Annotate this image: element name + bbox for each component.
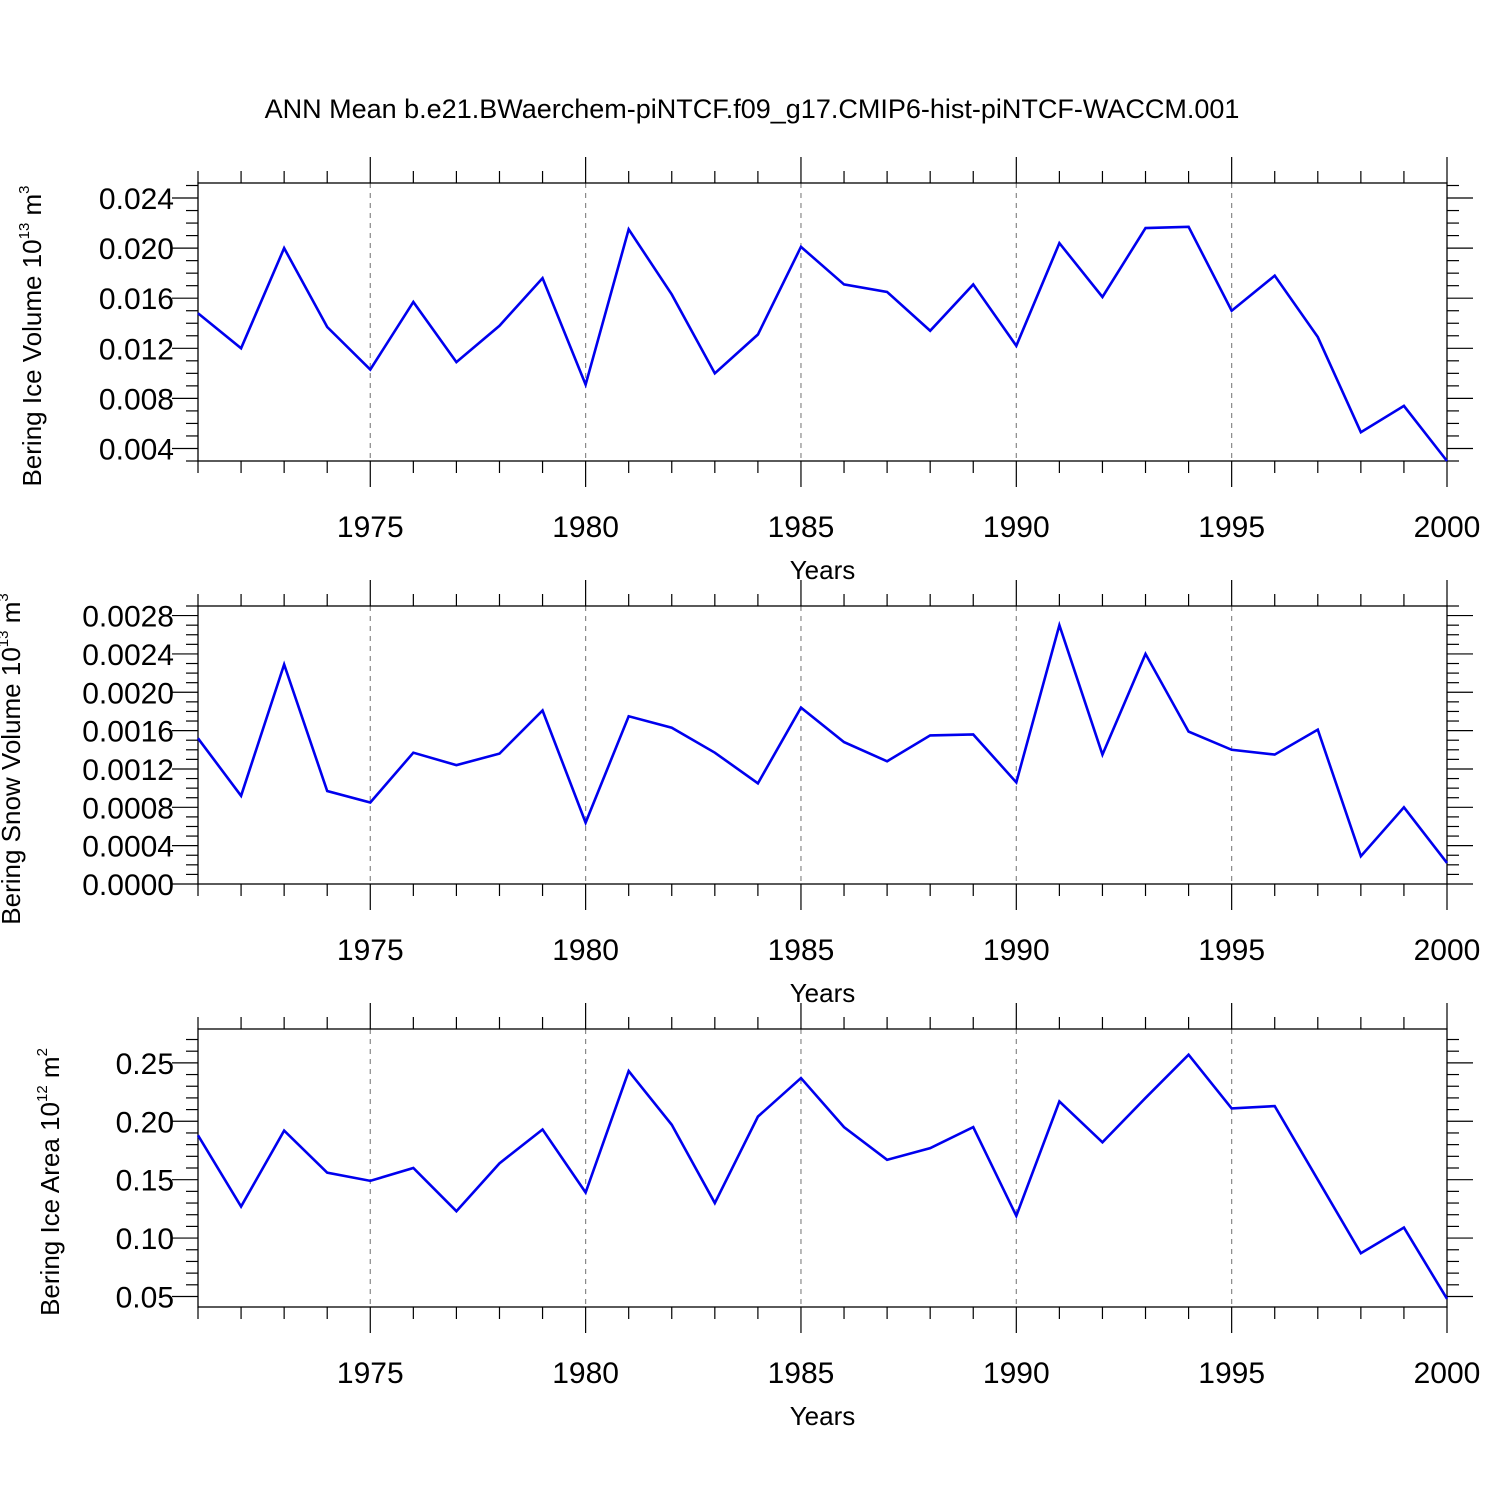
panel-3-x-tick-label: 1975	[337, 1357, 404, 1390]
panel-2-y-axis-label: Bering Snow Volume 1013 m3	[0, 593, 26, 924]
y-axis-label-text: m	[17, 194, 47, 223]
panel-1-x-tick-label: 1975	[337, 511, 404, 544]
y-axis-label-superscript: 3	[0, 593, 12, 601]
panel-2-x-tick-label: 1980	[552, 934, 619, 967]
panel-3: 1975 1980 1985 1990 1995 2000 0.05 0.10 0.15 0.20…	[34, 1003, 1480, 1431]
y-axis-label-superscript: 3	[16, 185, 33, 193]
panel-3-y-axis-label: Bering Ice Area 1012 m2	[34, 1048, 65, 1316]
panel-1-x-tick-label: 2000	[1414, 511, 1481, 544]
y-axis-label-text: m	[35, 1056, 65, 1085]
panel-1-y-axis-label: Bering Ice Volume 1013 m3	[16, 185, 47, 486]
y-axis-label-text: Bering Snow Volume 10	[0, 647, 26, 925]
panels: 1975 1980 1985 1990 1995 2000 0.004 0.008 0.012 0…	[0, 157, 1480, 1431]
y-axis-label-superscript: 13	[16, 223, 33, 240]
panel-3-y-tick-label: 0.15	[116, 1165, 174, 1198]
panel-1-y-tick-label: 0.012	[99, 333, 174, 366]
y-axis-label-superscript: 12	[34, 1085, 51, 1102]
panel-3-x-tick-label: 1980	[552, 1357, 619, 1390]
panel-2-y-tick-label: 0.0000	[82, 869, 174, 902]
y-axis-label-text: m	[0, 602, 26, 631]
panel-3-y-tick-label: 0.05	[116, 1281, 174, 1314]
panel-3-x-tick-label: 1995	[1198, 1357, 1265, 1390]
panel-2-y-tick-label: 0.0016	[82, 716, 174, 749]
panel-1-x-tick-label: 1990	[983, 511, 1050, 544]
panel-2-y-tick-label: 0.0012	[82, 754, 174, 787]
panel-3-y-tick-label: 0.25	[116, 1048, 174, 1081]
panel-2-x-tick-label: 1990	[983, 934, 1050, 967]
panel-1-y-tick-label: 0.016	[99, 283, 174, 316]
panel-1-y-tick-label: 0.004	[99, 433, 174, 466]
y-axis-label-text: Bering Ice Volume 10	[17, 239, 47, 486]
panel-1-x-tick-label: 1980	[552, 511, 619, 544]
panel-2-x-tick-label: 1985	[768, 934, 835, 967]
panel-3-x-tick-label: 1990	[983, 1357, 1050, 1390]
panel-2-frame	[197, 605, 1448, 885]
panel-2-y-tick-label: 0.0004	[82, 831, 174, 864]
panel-2-x-tick-label: 2000	[1414, 934, 1481, 967]
panel-2-y-tick-label: 0.0008	[82, 792, 174, 825]
panel-2-y-tick-label: 0.0028	[82, 601, 174, 634]
panel-1-x-tick-label: 1985	[768, 511, 835, 544]
panel-2-x-axis-label: Years	[790, 978, 856, 1008]
panel-2-series-line	[196, 620, 1449, 864]
panel-2-y-tick-label: 0.0020	[82, 677, 174, 710]
y-axis-label-text: Bering Ice Area 10	[35, 1102, 65, 1316]
panel-2-x-tick-label: 1995	[1198, 934, 1265, 967]
panel-1-y-tick-label: 0.008	[99, 383, 174, 416]
panel-1-y-tick-label: 0.024	[99, 183, 174, 216]
panel-2-x-tick-label: 1975	[337, 934, 404, 967]
panel-3-x-axis-label: Years	[790, 1401, 856, 1431]
panel-1-frame	[197, 182, 1448, 462]
panel-2: 1975 1980 1985 1990 1995 2000 0.0000 0.0004 0.00…	[0, 580, 1480, 1008]
y-axis-label-superscript: 2	[34, 1048, 51, 1056]
panel-3-x-tick-label: 2000	[1414, 1357, 1481, 1390]
panel-3-y-tick-label: 0.20	[116, 1106, 174, 1139]
panel-1: 1975 1980 1985 1990 1995 2000 0.004 0.008 0.012 0…	[16, 157, 1480, 585]
panel-1-x-tick-label: 1995	[1198, 511, 1265, 544]
panel-1-x-axis-label: Years	[790, 555, 856, 585]
panel-3-series-line	[196, 1052, 1449, 1300]
y-axis-label-superscript: 13	[0, 631, 12, 648]
panel-1-y-tick-label: 0.020	[99, 233, 174, 266]
figure-title: ANN Mean b.e21.BWaerchem-piNTCF.f09_g17.…	[265, 94, 1240, 124]
panel-3-x-tick-label: 1985	[768, 1357, 835, 1390]
panel-2-y-tick-label: 0.0024	[82, 639, 174, 672]
panel-1-series-line	[197, 225, 1449, 462]
panel-3-y-tick-label: 0.10	[116, 1223, 174, 1256]
